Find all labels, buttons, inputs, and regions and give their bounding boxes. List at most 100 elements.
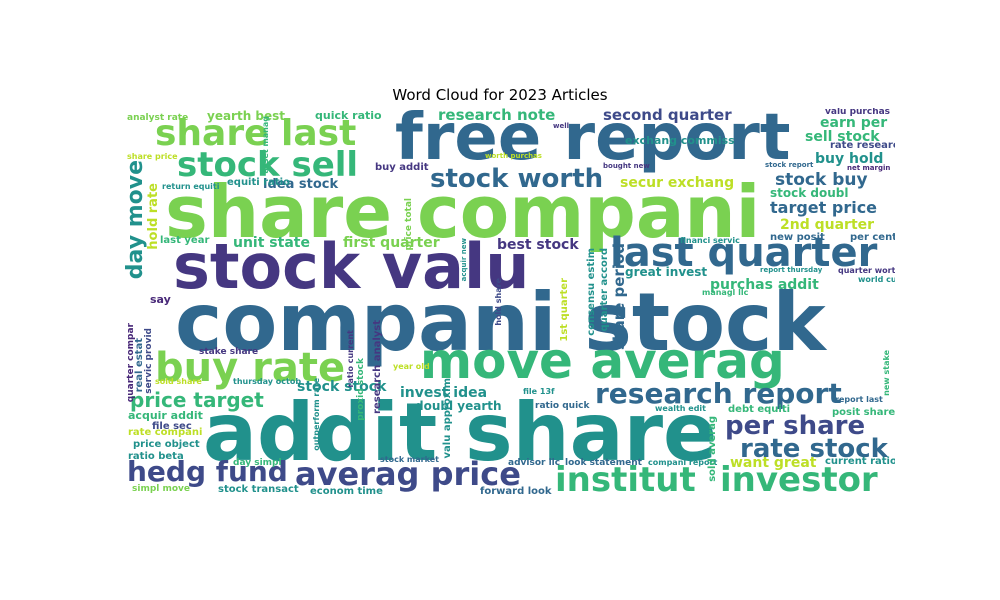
word: ratio beta xyxy=(128,451,184,462)
chart-title: Word Cloud for 2023 Articles xyxy=(392,86,608,104)
word: great invest xyxy=(625,265,708,279)
word: ratio quick xyxy=(535,401,590,411)
word: share price xyxy=(127,152,178,161)
word: stock worth xyxy=(430,164,604,194)
word: hedg fund xyxy=(127,455,288,488)
word: ratio current xyxy=(346,330,355,388)
word: rate research xyxy=(830,140,895,151)
word: year old xyxy=(393,362,430,371)
word: wealth edit xyxy=(655,404,706,413)
word: quarter worth xyxy=(838,266,895,275)
word: file 13f xyxy=(523,387,555,396)
word: look statement xyxy=(565,458,642,468)
word: new posit xyxy=(770,232,825,243)
word: 2nd quarter xyxy=(780,217,875,233)
word: forward look xyxy=(480,486,552,497)
word: valu purchas xyxy=(825,108,891,117)
word: research note xyxy=(438,108,556,124)
word: research analyst xyxy=(372,320,383,414)
word: return equiti xyxy=(162,182,220,191)
word: stock sell xyxy=(177,145,359,185)
word: want great xyxy=(730,455,817,471)
word: current ratio xyxy=(825,456,895,467)
word: addit share xyxy=(203,386,718,479)
word: unit state xyxy=(233,235,310,251)
word: yearth best xyxy=(207,109,286,123)
word: thursday octob xyxy=(233,377,302,386)
word: secur exchang xyxy=(620,175,735,191)
word: financi servic xyxy=(680,236,740,245)
word: invest idea xyxy=(400,385,488,401)
word: investor xyxy=(720,460,878,498)
word: share compani xyxy=(165,170,761,254)
word: world cup xyxy=(858,275,895,284)
word: per cent xyxy=(850,232,895,243)
word: free report xyxy=(395,108,791,175)
word: last quarter xyxy=(610,230,878,276)
word: stock doubl xyxy=(770,186,849,200)
word: target price xyxy=(770,198,878,217)
word: valu approxim xyxy=(442,378,453,459)
word: sold share xyxy=(155,377,202,386)
word: buy hold xyxy=(815,151,884,167)
word: sold averag xyxy=(707,416,718,482)
word: equiti ratio xyxy=(227,177,290,188)
word: price object xyxy=(133,439,200,450)
word: quarter accord xyxy=(599,248,610,332)
word: share period xyxy=(610,243,628,351)
word: second quarter xyxy=(603,108,732,124)
word: exchang commiss xyxy=(625,134,735,147)
word: posit share xyxy=(832,407,895,418)
word: sell stock xyxy=(805,129,880,145)
word: stock stock xyxy=(297,379,387,395)
word: say xyxy=(150,293,171,306)
word: best stock xyxy=(497,237,579,253)
word: institut xyxy=(555,460,696,498)
word: acquir new xyxy=(460,238,468,282)
word: hold rate xyxy=(146,183,161,250)
word: simpl move xyxy=(132,484,191,494)
word: move averag xyxy=(420,332,785,390)
word: stock report xyxy=(765,161,814,169)
word: econom time xyxy=(310,486,383,497)
word: debt equiti xyxy=(728,404,791,415)
word: idea stock xyxy=(263,177,339,192)
word: proxid stock xyxy=(356,358,366,421)
word: servic provid xyxy=(144,328,154,394)
word: purchas addit xyxy=(710,277,819,293)
word: stock buy xyxy=(775,170,868,190)
word: compani report xyxy=(648,458,718,467)
word: first quarter xyxy=(343,235,440,251)
word: acquir addit xyxy=(128,409,203,422)
word: stock transact xyxy=(218,484,299,495)
word: 1st quarter xyxy=(559,278,570,342)
word: rate stock xyxy=(740,434,888,464)
word: price total xyxy=(404,198,414,251)
word: per share xyxy=(725,411,866,441)
word: outperform rate xyxy=(312,378,321,451)
word: report thursday xyxy=(760,266,823,274)
word: advisor llc xyxy=(508,458,561,468)
word: day move xyxy=(125,160,148,280)
word: rate compani xyxy=(128,427,203,438)
word: doubl yearth xyxy=(415,399,502,413)
word: last year xyxy=(160,235,210,246)
word: hold share xyxy=(494,278,503,326)
word: net margin xyxy=(847,164,891,172)
word: quarter compar xyxy=(126,323,136,403)
word: compani stock xyxy=(175,276,826,369)
word: quick ratio xyxy=(315,109,382,122)
word: averag price xyxy=(295,455,521,493)
word: day simpl xyxy=(233,458,282,468)
word: research report xyxy=(595,377,842,410)
word: bought new xyxy=(603,162,650,170)
word: share last xyxy=(155,113,357,154)
word: analyst rate xyxy=(127,113,189,123)
word: stake share xyxy=(199,347,259,357)
word: new stake xyxy=(882,350,891,396)
word: stock market xyxy=(380,455,439,464)
word: stock valu xyxy=(173,230,530,303)
word: file sec xyxy=(152,421,192,432)
word: worth purchas xyxy=(485,152,542,160)
word: buy addit xyxy=(375,162,429,173)
